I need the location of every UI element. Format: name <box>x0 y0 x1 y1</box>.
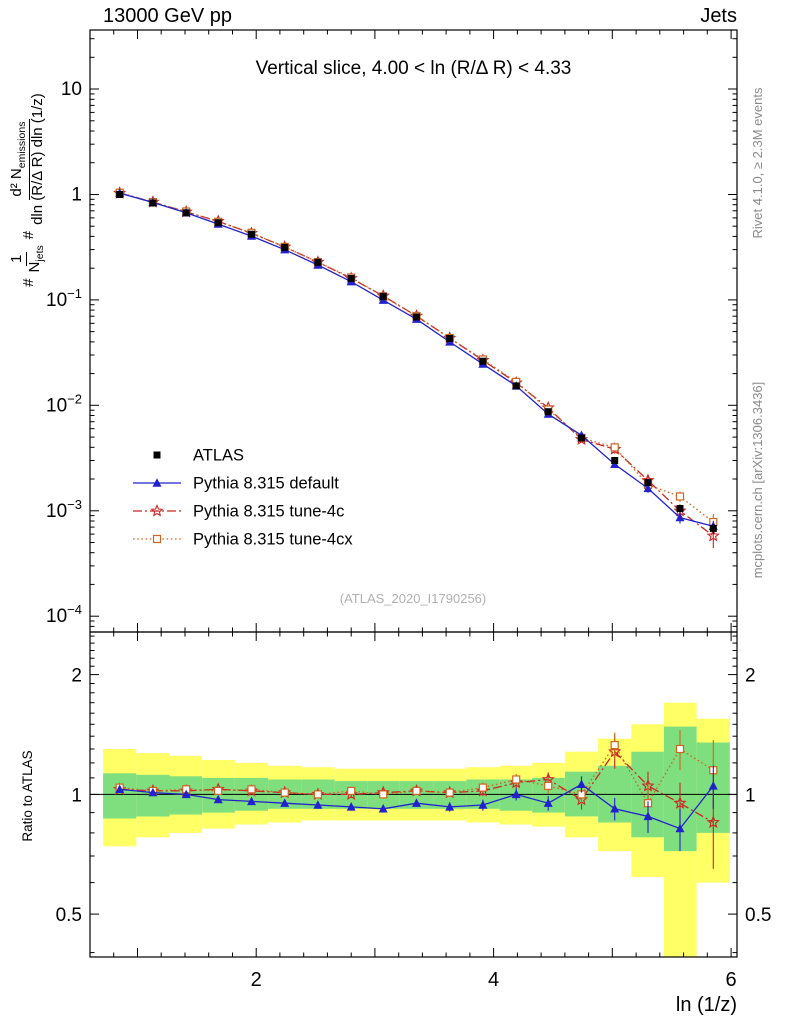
ratio-y-axis-label: Ratio to ATLAS <box>19 750 35 842</box>
analysis-group-label: Jets <box>700 5 737 27</box>
svg-text:0.5: 0.5 <box>56 905 82 926</box>
svg-text:10−4: 10−4 <box>46 602 82 627</box>
beam-energy-label: 13000 GeV pp <box>103 5 232 27</box>
top-series-atlas <box>116 191 717 534</box>
y-axis-label: #1 Njets # d² Nemissions dln (R/Δ R) dln (1/… <box>8 93 47 287</box>
legend-label-default: Pythia 8.315 default <box>193 475 339 493</box>
axis-tick-labels: 2 4 6 10−4 10−3 10−2 10−1 1 10 0.5 0.5 1 1 2 2 <box>46 79 771 991</box>
ratio-series-default <box>115 765 718 852</box>
mcplots-arxiv-note: mcplots.cern.ch [arXiv:1306.3436] <box>749 381 765 579</box>
svg-text:1: 1 <box>71 185 82 206</box>
svg-text:6: 6 <box>726 969 737 991</box>
ratio-uncertainty-bands <box>103 702 730 957</box>
svg-text:4: 4 <box>488 969 499 991</box>
svg-text:2: 2 <box>745 666 756 687</box>
analysis-id-watermark: (ATLAS_2020_I1790256) <box>339 591 487 606</box>
rivet-version-note: Rivet 4.1.0, ≥ 2.3M events <box>749 87 765 239</box>
svg-text:10−1: 10−1 <box>46 286 82 311</box>
svg-text:10: 10 <box>61 79 82 100</box>
svg-text:10−3: 10−3 <box>46 497 82 522</box>
legend-label-tune4cx: Pythia 8.315 tune-4cx <box>193 531 353 549</box>
plot-title: Vertical slice, 4.00 < ln (R/Δ R) < 4.33 <box>255 58 572 79</box>
x-axis-label: ln (1/z) <box>675 994 737 1016</box>
svg-text:10−2: 10−2 <box>46 391 82 416</box>
svg-text:2: 2 <box>251 969 262 991</box>
legend: ATLAS Pythia 8.315 default Pythia 8.315 tu… <box>133 447 353 549</box>
legend-label-atlas: ATLAS <box>193 447 244 465</box>
top-series-tune4c <box>113 186 720 549</box>
svg-text:0.5: 0.5 <box>745 905 771 926</box>
top-panel-frame <box>89 29 738 633</box>
ratio-panel-frame <box>89 631 738 958</box>
svg-text:2: 2 <box>71 666 82 687</box>
svg-text:1: 1 <box>745 785 756 806</box>
axis-ticks <box>89 30 737 957</box>
svg-text:1: 1 <box>71 785 82 806</box>
legend-label-tune4c: Pythia 8.315 tune-4c <box>193 503 344 521</box>
